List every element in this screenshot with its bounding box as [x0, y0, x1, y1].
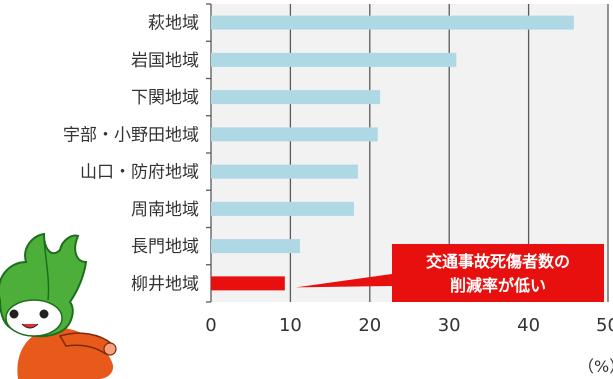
mascot-eye-left [9, 309, 19, 319]
mascot-hand [103, 342, 117, 356]
mascot-eye-right [39, 309, 49, 319]
category-label: 山口・防府地域 [80, 163, 199, 183]
annotation-text-line: 削減率が低い [450, 276, 546, 295]
mascot-mouth [21, 323, 39, 329]
bar [211, 201, 354, 216]
mascot-face [5, 299, 63, 337]
category-label: 岩国地域 [131, 51, 199, 71]
annotation-box [392, 244, 604, 302]
bar [211, 15, 574, 30]
bar [211, 127, 378, 142]
bar [211, 90, 381, 105]
annotation-pointer [296, 274, 392, 288]
x-tick-label: 50 [596, 315, 613, 336]
category-label: 柳井地域 [131, 274, 199, 294]
category-label: 萩地域 [148, 14, 199, 34]
x-tick-label: 0 [205, 315, 216, 336]
annotation-text-line: 交通事故死傷者数の [426, 252, 570, 271]
x-unit-label: （%） [578, 357, 613, 376]
bar [211, 239, 300, 254]
x-tick-labels: 0 10 20 30 40 50 [205, 315, 613, 336]
x-tick-label: 20 [358, 315, 381, 336]
annotation-callout: 交通事故死傷者数の 削減率が低い [296, 244, 604, 302]
category-label: 宇部・小野田地域 [63, 125, 199, 145]
category-label: 下関地域 [131, 88, 199, 108]
bar [211, 276, 285, 291]
green-mascot-character-icon [0, 232, 117, 379]
bar [211, 164, 358, 179]
x-tick-label: 40 [517, 315, 540, 336]
bar [211, 52, 457, 67]
category-label: 周南地域 [131, 200, 199, 220]
category-label: 長門地域 [131, 237, 199, 257]
x-tick-label: 10 [279, 315, 302, 336]
mascot-leaf-vein [43, 239, 50, 301]
x-tick-label: 30 [438, 315, 461, 336]
bars [211, 15, 574, 291]
